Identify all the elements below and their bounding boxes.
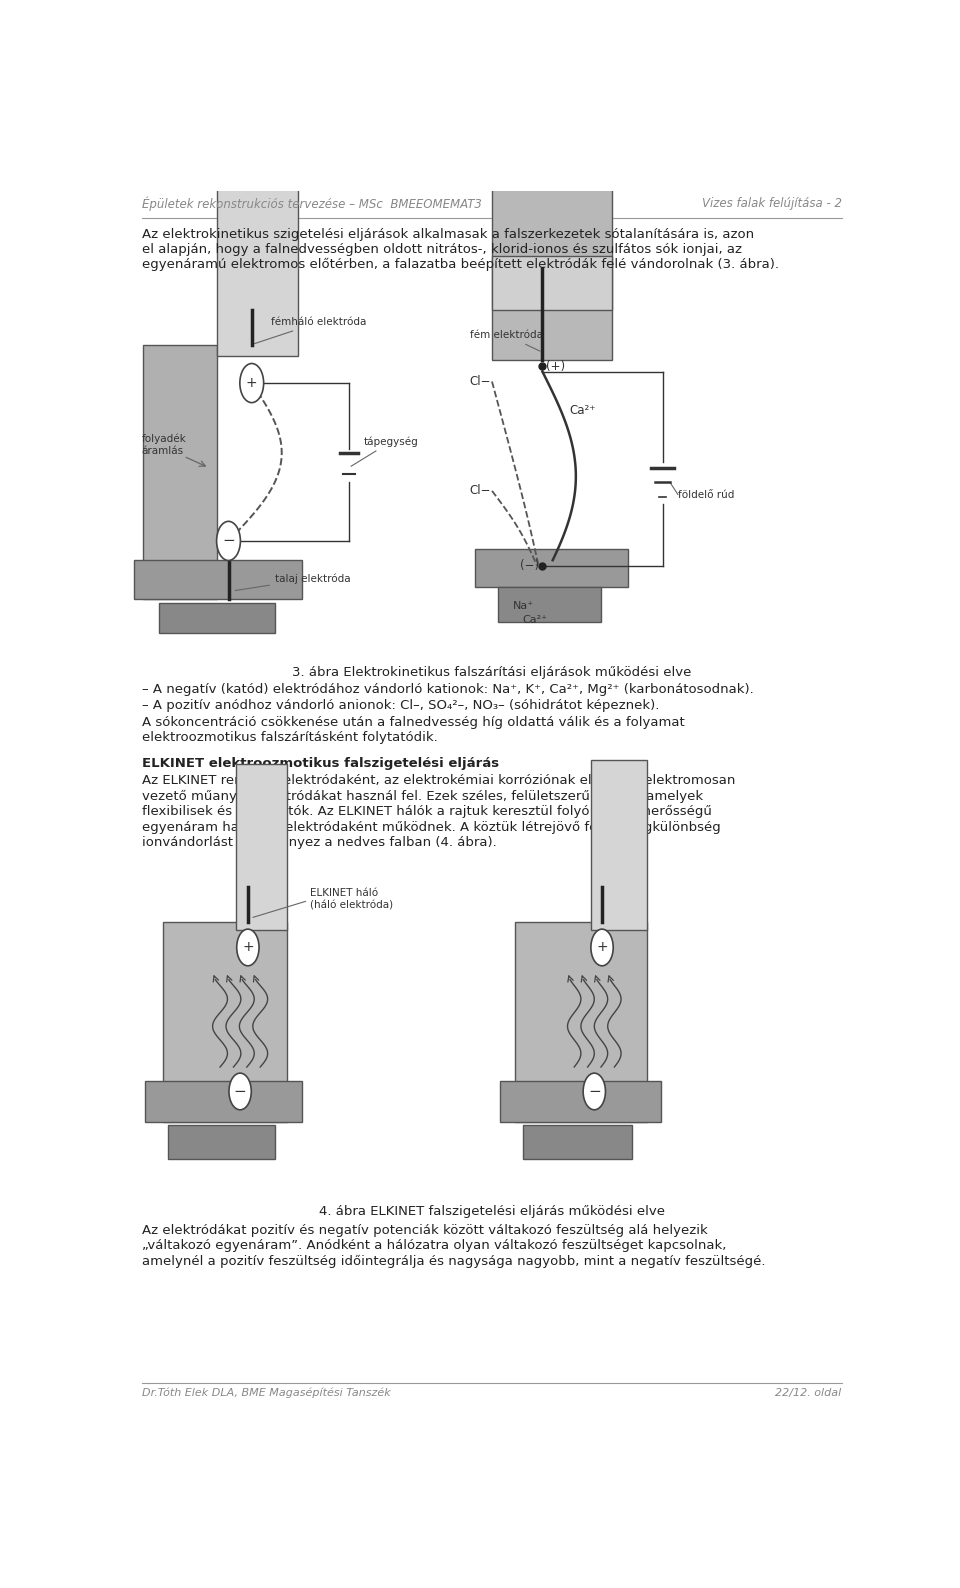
Text: „váltakozó egyenáram”. Anódként a hálózatra olyan váltakozó feszültséget kapcsol: „váltakozó egyenáram”. Anódként a hálóza…: [142, 1239, 727, 1253]
Text: fém elektróda: fém elektróda: [470, 330, 543, 351]
Text: Épületek rekonstrukciós tervezése – MSc  BMEEOMEMAT3: Épületek rekonstrukciós tervezése – MSc …: [142, 197, 482, 211]
Text: Az elektródákat pozitív és negatív potenciák között váltakozó feszültség alá hel: Az elektródákat pozitív és negatív poten…: [142, 1224, 708, 1237]
Text: ELKINET elektroozmotikus falszigetelési eljárás: ELKINET elektroozmotikus falszigetelési …: [142, 757, 499, 770]
Bar: [236, 764, 287, 929]
Bar: [591, 761, 647, 929]
Bar: [168, 1124, 275, 1159]
Text: (+): (+): [546, 359, 565, 373]
Text: földelő rúd: földelő rúd: [678, 489, 734, 500]
Text: folyadék
áramlás: folyadék áramlás: [142, 434, 186, 456]
Text: Az ELKINET rendszer elektródaként, az elektrokémiai korróziónak ellenálló, elekt: Az ELKINET rendszer elektródaként, az el…: [142, 775, 735, 788]
Text: (háló elektróda): (háló elektróda): [310, 900, 393, 910]
Text: (−): (−): [519, 559, 539, 572]
Text: egyenáramú elektromos előtérben, a falazatba beépített elektródák felé vándoroln: egyenáramú elektromos előtérben, a falaz…: [142, 259, 780, 272]
Bar: [500, 1081, 660, 1123]
Text: 4. ábra ELKINET falszigetelési eljárás működési elve: 4. ábra ELKINET falszigetelési eljárás m…: [319, 1205, 665, 1218]
Text: elektroozmotikus falszárításként folytatódik.: elektroozmotikus falszárításként folytat…: [142, 730, 438, 745]
Text: flexibilisek és vakolhatók. Az ELKINET hálók a rajtuk keresztül folyó kis áramer: flexibilisek és vakolhatók. Az ELKINET h…: [142, 805, 712, 818]
Text: el alapján, hogy a falnedvességben oldott nitrátos-, klorid-ionos és szulfátos s: el alapján, hogy a falnedvességben oldot…: [142, 243, 742, 256]
Bar: [158, 602, 275, 634]
Bar: [162, 923, 287, 1123]
Text: Na⁺: Na⁺: [513, 602, 534, 611]
Text: talaj elektróda: talaj elektróda: [235, 573, 350, 591]
Circle shape: [583, 1073, 606, 1110]
Bar: [492, 114, 612, 360]
Circle shape: [229, 1073, 252, 1110]
Bar: [217, 140, 299, 356]
Text: ELKINET háló: ELKINET háló: [310, 888, 378, 897]
Circle shape: [217, 521, 240, 561]
Text: Cl−: Cl−: [468, 484, 491, 497]
Text: vezető műanyag elektródákat használ fel. Ezek széles, felületszerű rácsok, amely: vezető műanyag elektródákat használ fel.…: [142, 789, 704, 804]
Text: A sókoncentráció csökkenése után a falnedvesség híg oldattá válik és a folyamat: A sókoncentráció csökkenése után a falne…: [142, 716, 685, 729]
Text: −: −: [222, 534, 235, 548]
Text: −: −: [588, 1085, 601, 1099]
Text: 22/12. oldal: 22/12. oldal: [776, 1388, 842, 1397]
Text: tápegység: tápegység: [351, 437, 419, 467]
Text: Ca²⁺: Ca²⁺: [522, 615, 547, 626]
Bar: [492, 256, 612, 310]
Bar: [498, 588, 601, 622]
Bar: [523, 1124, 632, 1159]
Circle shape: [240, 364, 264, 403]
Text: ionvándorlást eredményez a nedves falban (4. ábra).: ionvándorlást eredményez a nedves falban…: [142, 835, 497, 850]
Bar: [143, 345, 217, 599]
Text: amelynél a pozitív feszültség időintegrálja és nagysága nagyobb, mint a negatív : amelynél a pozitív feszültség időintegrá…: [142, 1255, 766, 1267]
Text: – A pozitív anódhoz vándorló anionok: Cl–, SO₄²–, NO₃– (sóhidrátot képeznek).: – A pozitív anódhoz vándorló anionok: Cl…: [142, 699, 660, 711]
Bar: [134, 561, 302, 599]
Circle shape: [591, 929, 613, 966]
Circle shape: [237, 929, 259, 966]
Text: +: +: [596, 940, 608, 954]
Text: −: −: [233, 1085, 247, 1099]
Text: fémháló elektróda: fémháló elektróda: [254, 318, 367, 343]
Bar: [516, 923, 647, 1123]
Text: Vizes falak felújítása - 2: Vizes falak felújítása - 2: [702, 197, 842, 210]
Text: Dr.Tóth Elek DLA, BME Magasépítési Tanszék: Dr.Tóth Elek DLA, BME Magasépítési Tansz…: [142, 1388, 391, 1399]
Bar: [475, 548, 628, 588]
Text: Ca²⁺: Ca²⁺: [569, 403, 596, 416]
Bar: [145, 1081, 302, 1123]
Text: +: +: [246, 376, 257, 391]
Text: 3. ábra Elektrokinetikus falszárítási eljárások működési elve: 3. ábra Elektrokinetikus falszárítási el…: [292, 665, 692, 678]
Text: Az elektrokinetikus szigetelési eljárások alkalmasak a falszerkezetek sótalanítá: Az elektrokinetikus szigetelési eljáráso…: [142, 227, 755, 240]
Text: Cl−: Cl−: [468, 375, 491, 387]
Text: – A negatív (katód) elektródához vándorló kationok: Na⁺, K⁺, Ca²⁺, Mg²⁺ (karboná: – A negatív (katód) elektródához vándorl…: [142, 683, 754, 697]
Text: egyenáram hatására elektródaként működnek. A köztük létrejövő feszültségkülönbsé: egyenáram hatására elektródaként működne…: [142, 821, 721, 834]
Text: +: +: [242, 940, 253, 954]
